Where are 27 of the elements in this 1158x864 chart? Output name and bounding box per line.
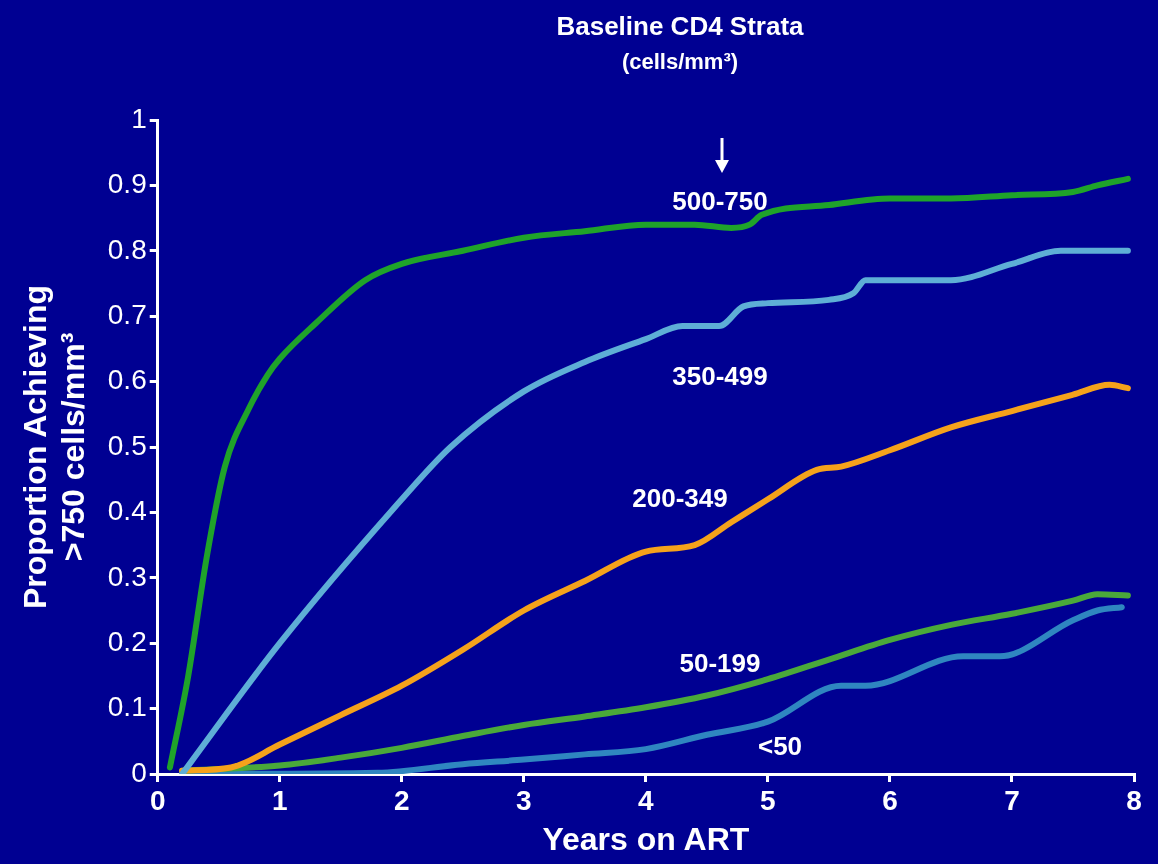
x-tick-label: 1 [271,784,288,816]
x-tick-label: 7 [1004,784,1020,816]
y-tick-label: 0.5 [107,429,147,461]
y-tick-label: 0.6 [107,364,147,396]
x-tick-label: 6 [882,784,898,816]
y-axis-title: Proportion Achieving >750 cells/mm³ [17,284,92,610]
y-tick-label: 0.7 [107,298,147,330]
series-label: <50 [757,731,803,762]
y-tick-label: 0.8 [107,233,147,265]
y-tick-label: 0.3 [107,560,147,592]
x-tick-label: 5 [760,784,776,816]
y-tick-label: 0.9 [107,168,147,200]
series-label: 350-499 [672,361,768,392]
legend-title: Baseline CD4 Strata (cells/mm³) [555,10,805,76]
y-tick-label: 0.1 [107,691,147,723]
y-tick-label: 0.4 [107,495,147,527]
y-tick-label: 0 [131,756,147,788]
series-label: 500-750 [672,186,768,217]
series-label: 200-349 [632,483,728,514]
y-tick-label: 1 [131,102,147,134]
series-label: 50-199 [679,648,761,679]
x-axis-title: Years on ART [542,820,750,857]
x-tick-label: 8 [1126,784,1142,816]
y-tick-label: 0.2 [107,625,147,657]
x-tick-label: 4 [638,784,655,816]
x-tick-label: 3 [516,784,532,816]
x-tick-label: 2 [394,784,410,816]
